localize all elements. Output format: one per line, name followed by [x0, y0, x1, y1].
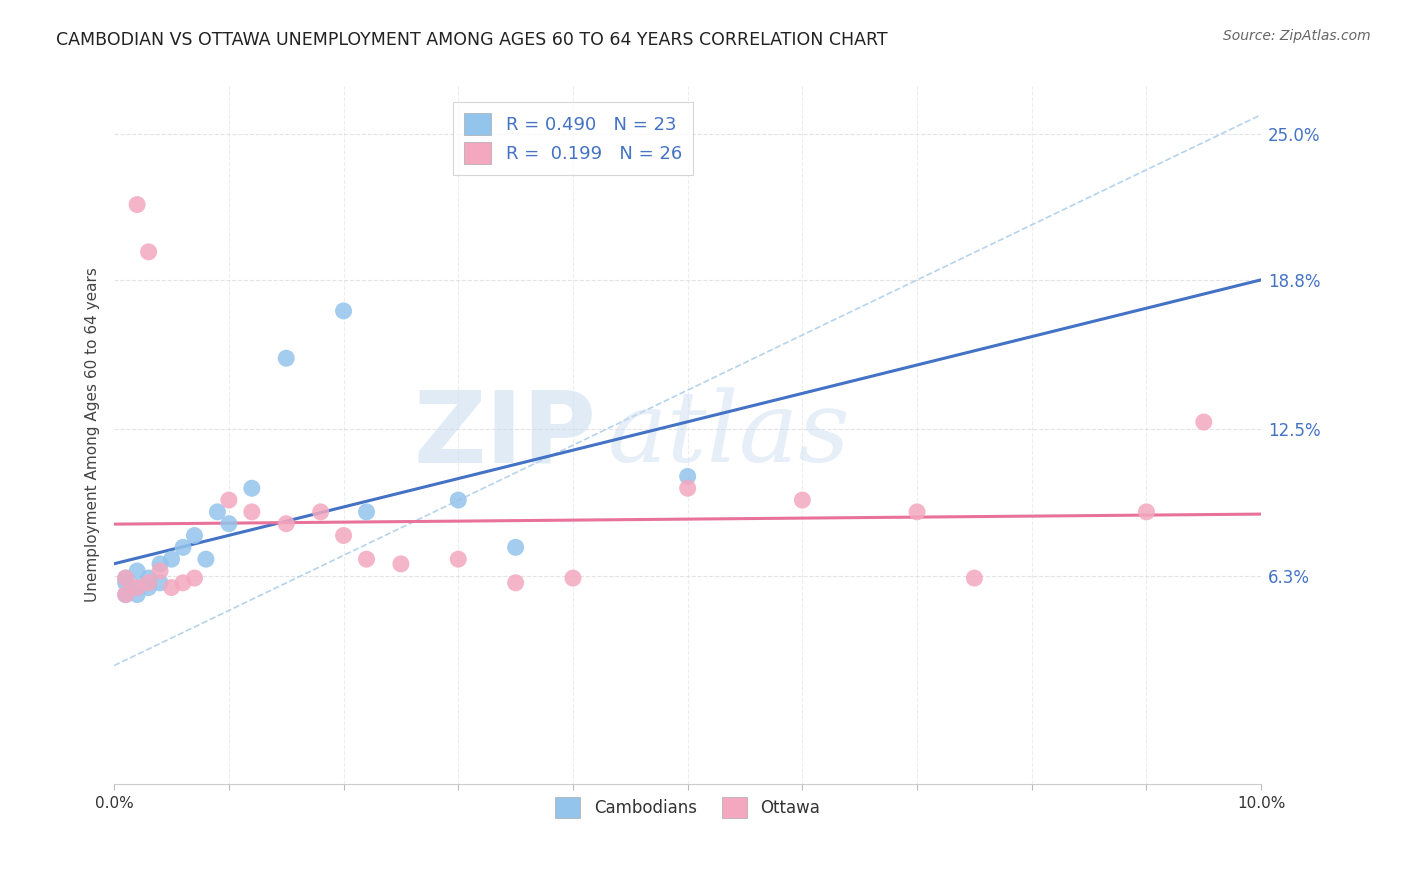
Point — [183, 571, 205, 585]
Legend: Cambodians, Ottawa: Cambodians, Ottawa — [548, 790, 827, 824]
Point — [356, 505, 378, 519]
Point — [114, 571, 136, 585]
Point — [332, 304, 354, 318]
Point — [194, 552, 217, 566]
Text: Source: ZipAtlas.com: Source: ZipAtlas.com — [1223, 29, 1371, 43]
Point — [676, 469, 699, 483]
Point — [138, 244, 160, 259]
Point — [1192, 415, 1215, 429]
Point — [160, 552, 183, 566]
Text: ZIP: ZIP — [413, 386, 596, 483]
Point — [114, 588, 136, 602]
Point — [505, 575, 527, 590]
Point — [127, 581, 149, 595]
Point — [389, 557, 412, 571]
Point — [447, 493, 470, 508]
Point — [172, 541, 194, 555]
Point — [138, 581, 160, 595]
Point — [276, 351, 298, 366]
Point — [183, 528, 205, 542]
Point — [447, 552, 470, 566]
Point — [114, 571, 136, 585]
Point — [218, 516, 240, 531]
Point — [114, 575, 136, 590]
Point — [149, 564, 172, 578]
Point — [240, 481, 263, 495]
Point — [309, 505, 332, 519]
Text: CAMBODIAN VS OTTAWA UNEMPLOYMENT AMONG AGES 60 TO 64 YEARS CORRELATION CHART: CAMBODIAN VS OTTAWA UNEMPLOYMENT AMONG A… — [56, 31, 887, 49]
Point — [505, 541, 527, 555]
Point — [905, 505, 928, 519]
Point — [160, 581, 183, 595]
Point — [138, 571, 160, 585]
Point — [149, 557, 172, 571]
Point — [172, 575, 194, 590]
Text: atlas: atlas — [607, 387, 851, 483]
Point — [218, 493, 240, 508]
Point — [792, 493, 814, 508]
Point — [676, 481, 699, 495]
Y-axis label: Unemployment Among Ages 60 to 64 years: Unemployment Among Ages 60 to 64 years — [86, 268, 100, 602]
Point — [127, 197, 149, 211]
Point — [963, 571, 986, 585]
Point — [332, 528, 354, 542]
Point — [127, 588, 149, 602]
Point — [138, 575, 160, 590]
Point — [127, 564, 149, 578]
Point — [207, 505, 229, 519]
Point — [149, 575, 172, 590]
Point — [356, 552, 378, 566]
Point — [127, 581, 149, 595]
Point — [1135, 505, 1157, 519]
Point — [562, 571, 585, 585]
Point — [276, 516, 298, 531]
Point — [240, 505, 263, 519]
Point — [114, 588, 136, 602]
